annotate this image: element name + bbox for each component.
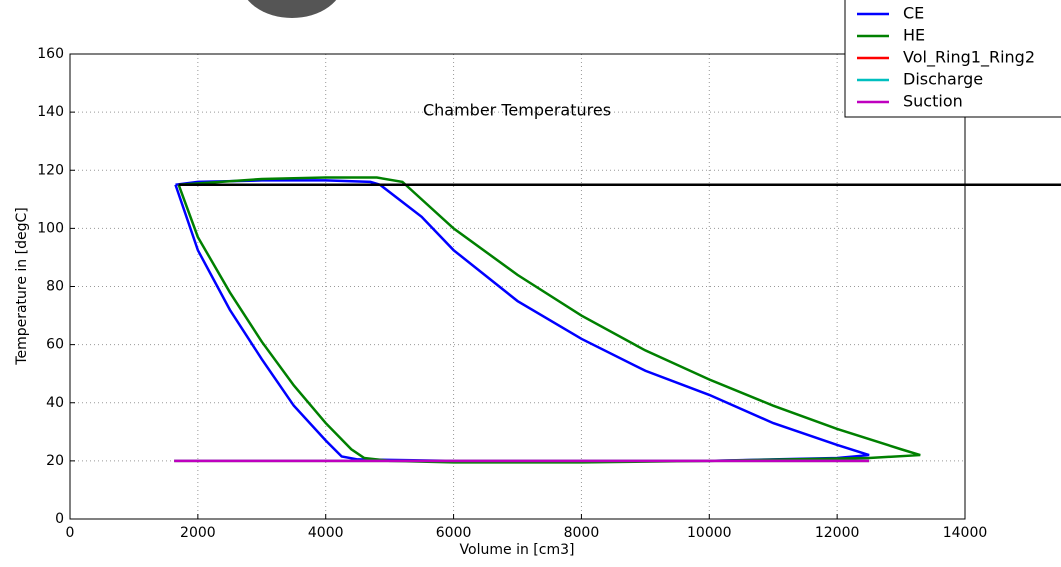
x-tick-label: 2000 (180, 525, 216, 541)
series-line (177, 176, 921, 464)
legend-label: Discharge (903, 70, 983, 89)
y-tick-label: 140 (37, 104, 64, 120)
legend-label: Vol_Ring1_Ring2 (903, 48, 1035, 68)
x-tick-label: 12000 (815, 525, 860, 541)
x-tick-label: 14000 (943, 525, 988, 541)
legend-label: Suction (903, 92, 963, 111)
y-tick-label: 160 (37, 46, 64, 62)
x-tick-label: 10000 (687, 525, 732, 541)
y-tick-label: 0 (55, 511, 64, 527)
x-tick-label: 0 (66, 525, 75, 541)
x-tick-label: 8000 (564, 525, 600, 541)
x-tick-label: 6000 (436, 525, 472, 541)
chart-title: Chamber Temperatures (423, 101, 611, 120)
y-tick-label: 60 (46, 337, 64, 353)
legend-label: HE (903, 26, 925, 45)
y-tick-label: 20 (46, 453, 64, 469)
y-tick-label: 100 (37, 220, 64, 236)
decoration (247, 0, 337, 18)
x-tick-label: 4000 (308, 525, 344, 541)
y-axis-label: Temperature in [degC] (14, 207, 30, 365)
y-tick-label: 120 (37, 162, 64, 178)
y-tick-label: 40 (46, 395, 64, 411)
plot-frame (69, 53, 966, 520)
series-line (174, 179, 870, 463)
x-axis-label: Volume in [cm3] (460, 542, 575, 558)
y-tick-label: 80 (46, 279, 64, 295)
legend-label: CE (903, 4, 924, 23)
